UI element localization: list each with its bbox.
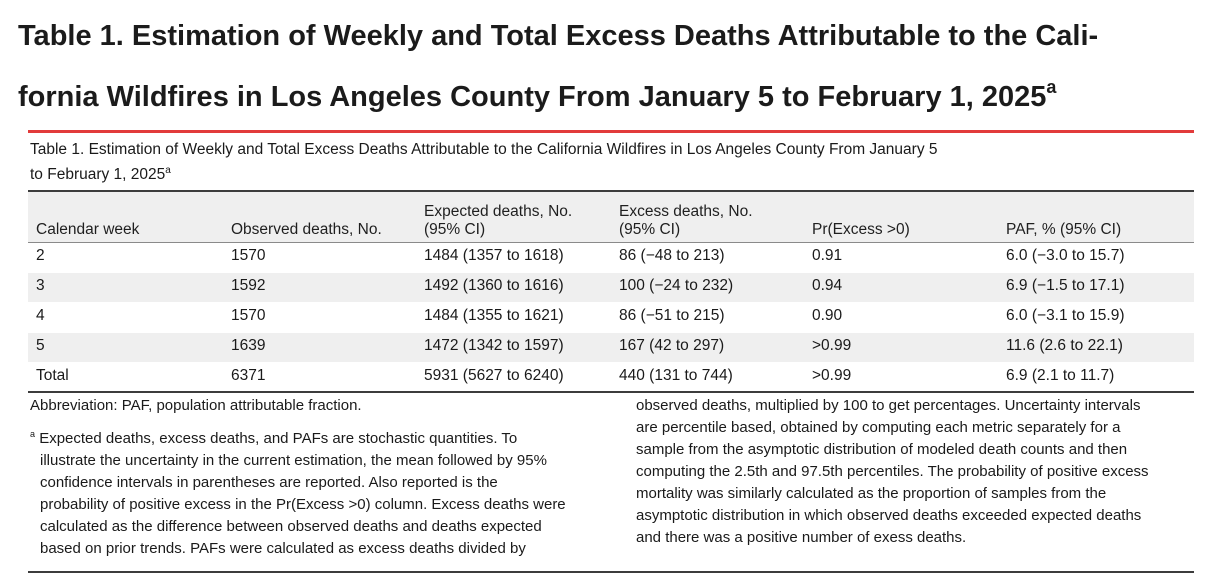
footnote-a-line: asymptotic distribution in which observe… [636, 507, 1142, 524]
cell-calendar-week: 5 [36, 337, 45, 354]
table-caption: Table 1. Estimation of Weekly and Total … [30, 139, 1130, 185]
cell-excess-deaths: 440 (131 to 744) [619, 367, 733, 384]
footnote-a-line: illustrate the uncertainty in the curren… [40, 452, 547, 469]
table-row-band-week-3 [28, 273, 1194, 302]
cell-observed-deaths: 1570 [231, 247, 266, 264]
cell-calendar-week: 2 [36, 247, 45, 264]
footnote-abbreviation: Abbreviation: PAF, population attributab… [30, 397, 362, 414]
cell-observed-deaths: 1639 [231, 337, 266, 354]
cell-expected-deaths: 5931 (5627 to 6240) [424, 367, 564, 384]
cell-observed-deaths: 1570 [231, 307, 266, 324]
cell-paf: 6.9 (2.1 to 11.7) [1006, 367, 1115, 384]
table-header-top-rule [28, 190, 1194, 192]
page-title: Table 1. Estimation of Weekly and Total … [18, 6, 1198, 128]
cell-expected-deaths: 1472 (1342 to 1597) [424, 337, 564, 354]
table-caption-line-2-text: to February 1, 2025 [30, 166, 166, 184]
column-header-calendar-week: Calendar week [36, 221, 140, 238]
column-header-expected-line-2: (95% CI) [424, 221, 486, 238]
cell-excess-deaths: 167 (42 to 297) [619, 337, 725, 354]
table-caption-line-1: Table 1. Estimation of Weekly and Total … [30, 141, 938, 158]
column-header-expected-line-1: Expected deaths, No. [424, 203, 573, 220]
cell-paf: 11.6 (2.6 to 22.1) [1006, 337, 1123, 354]
column-header-observed-deaths: Observed deaths, No. [231, 221, 382, 238]
page-title-line-1: Table 1. Estimation of Weekly and Total … [18, 20, 1099, 52]
footnote-a-line: mortality was similarly calculated as th… [636, 485, 1107, 502]
footnote-a-line-text: Expected deaths, excess deaths, and PAFs… [39, 430, 518, 447]
cell-paf: 6.9 (−1.5 to 17.1) [1006, 277, 1125, 294]
footnote-marker: a [1046, 77, 1057, 97]
footnote-a-line: observed deaths, multiplied by 100 to ge… [636, 397, 1141, 414]
cell-excess-deaths: 86 (−51 to 215) [619, 307, 725, 324]
footnote-a-line: computing the 2.5th and 97.5th percentil… [636, 463, 1149, 480]
footnote-a-line: probability of positive excess in the Pr… [40, 496, 566, 513]
cell-paf: 6.0 (−3.1 to 15.9) [1006, 307, 1125, 324]
cell-observed-deaths: 1592 [231, 277, 266, 294]
column-header-paf: PAF, % (95% CI) [1006, 221, 1122, 238]
table-header-bottom-rule [28, 242, 1194, 243]
cell-expected-deaths: 1484 (1357 to 1618) [424, 247, 564, 264]
table-header-background [28, 192, 1194, 242]
footnote-a-right-column: observed deaths, multiplied by 100 to ge… [636, 395, 1196, 549]
cell-observed-deaths: 6371 [231, 367, 266, 384]
cell-pr-excess: >0.99 [812, 337, 852, 354]
footnote-a-line: a Expected deaths, excess deaths, and PA… [30, 423, 610, 450]
cell-calendar-week: Total [36, 367, 69, 384]
footnote-a-line: are percentile based, obtained by comput… [636, 419, 1121, 436]
cell-pr-excess: 0.94 [812, 277, 843, 294]
footnote-a-line: and there was a positive number of exess… [636, 529, 967, 546]
column-header-pr-excess: Pr(Excess >0) [812, 221, 910, 238]
footnote-a-line: based on prior trends. PAFs were calcula… [40, 540, 526, 557]
footnote-a-line: calculated as the difference between obs… [40, 518, 542, 535]
table-row-band-week-5 [28, 333, 1194, 362]
column-header-excess-line-1: Excess deaths, No. [619, 203, 753, 220]
figure-bottom-rule [28, 571, 1194, 573]
cell-calendar-week: 3 [36, 277, 45, 294]
table-bottom-rule [28, 391, 1194, 393]
page-title-line-2-text: fornia Wildfires in Los Angeles County F… [18, 81, 1047, 113]
table-caption-line-2: to February 1, 2025a [30, 160, 1130, 185]
cell-excess-deaths: 86 (−48 to 213) [619, 247, 725, 264]
cell-expected-deaths: 1484 (1355 to 1621) [424, 307, 564, 324]
cell-expected-deaths: 1492 (1360 to 1616) [424, 277, 564, 294]
cell-pr-excess: >0.99 [812, 367, 852, 384]
table-caption-marker: a [165, 165, 171, 176]
footnote-a-line: sample from the asymptotic distribution … [636, 441, 1128, 458]
column-header-excess-line-2: (95% CI) [619, 221, 681, 238]
cell-calendar-week: 4 [36, 307, 45, 324]
footnote-a-line: confidence intervals in parentheses are … [40, 474, 498, 491]
cell-paf: 6.0 (−3.0 to 15.7) [1006, 247, 1125, 264]
cell-pr-excess: 0.90 [812, 307, 843, 324]
footnote-a-marker: a [30, 429, 36, 439]
footnote-a-left-column: a Expected deaths, excess deaths, and PA… [30, 423, 610, 560]
cell-excess-deaths: 100 (−24 to 232) [619, 277, 734, 294]
table-top-accent-rule [28, 130, 1194, 133]
page-title-line-2: fornia Wildfires in Los Angeles County F… [18, 67, 1198, 128]
cell-pr-excess: 0.91 [812, 247, 843, 264]
